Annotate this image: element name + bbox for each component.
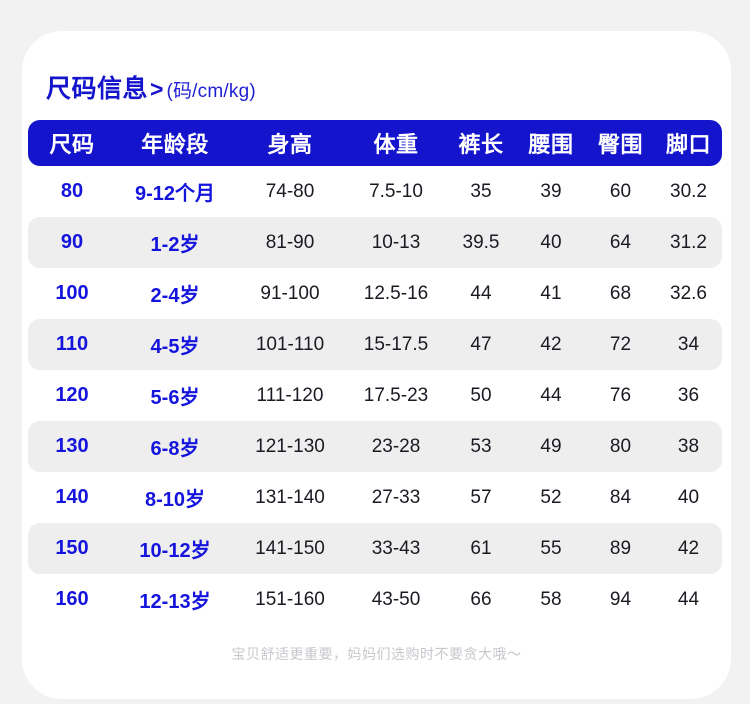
- cell-leg-opening: 32.6: [670, 282, 707, 304]
- cell-age: 8-10岁: [144, 489, 206, 511]
- cell-weight: 17.5-23: [363, 384, 429, 406]
- table-row: 100 2-4岁 91-100 12.5-16 44 41 68 32.6: [28, 268, 722, 319]
- cell-waist: 52: [540, 486, 562, 508]
- cell-age: 12-13岁: [139, 591, 211, 613]
- cell-waist: 39: [540, 180, 562, 202]
- cell-age: 1-2岁: [150, 234, 200, 256]
- cell-waist: 40: [540, 231, 562, 253]
- cell-height: 121-130: [255, 435, 325, 457]
- cell-age: 9-12个月: [134, 183, 216, 205]
- chevron-right-icon: >: [150, 76, 164, 102]
- cell-weight: 15-17.5: [363, 333, 429, 355]
- cell-waist: 42: [540, 333, 562, 355]
- cell-height: 101-110: [255, 333, 325, 355]
- size-table: 尺码 年龄段 身高 体重 裤长 腰围 臀围 脚口 80 9-12个月 74-80…: [28, 120, 722, 625]
- cell-hip: 68: [609, 282, 632, 304]
- cell-pants-length: 39.5: [462, 231, 500, 253]
- cell-pants-length: 47: [470, 333, 492, 355]
- footer-note: 宝贝舒适更重要，妈妈们选购时不要贪大哦～: [231, 646, 522, 662]
- cell-weight: 33-43: [371, 537, 421, 559]
- cell-leg-opening: 44: [677, 588, 700, 610]
- table-row: 150 10-12岁 141-150 33-43 61 55 89 42: [28, 523, 722, 574]
- cell-waist: 49: [540, 435, 562, 457]
- cell-hip: 64: [609, 231, 632, 253]
- table-row: 110 4-5岁 101-110 15-17.5 47 42 72 34: [28, 319, 722, 370]
- cell-pants-length: 66: [470, 588, 492, 610]
- cell-weight: 27-33: [371, 486, 421, 508]
- cell-height: 131-140: [255, 486, 325, 508]
- cell-leg-opening: 30.2: [670, 180, 707, 202]
- cell-size: 120: [55, 384, 89, 406]
- cell-waist: 55: [540, 537, 562, 559]
- table-row: 90 1-2岁 81-90 10-13 39.5 40 64 31.2: [28, 217, 722, 268]
- size-chart-card: 尺码信息 > (码/cm/kg) 尺码 年龄段 身高 体重 裤长 腰围 臀围 脚…: [22, 31, 731, 699]
- cell-waist: 58: [540, 588, 562, 610]
- cell-hip: 60: [609, 180, 632, 202]
- cell-weight: 23-28: [371, 435, 421, 457]
- cell-size: 110: [55, 333, 89, 355]
- cell-leg-opening: 34: [677, 333, 700, 355]
- cell-height: 141-150: [255, 537, 325, 559]
- cell-hip: 94: [609, 588, 632, 610]
- cell-waist: 44: [540, 384, 562, 406]
- column-header-height: 身高: [267, 132, 313, 157]
- cell-size: 140: [55, 486, 89, 508]
- column-header-leg-opening: 脚口: [665, 132, 711, 157]
- section-title: 尺码信息 > (码/cm/kg): [46, 69, 256, 105]
- cell-height: 111-120: [256, 384, 324, 406]
- column-header-size: 尺码: [49, 132, 95, 157]
- cell-height: 81-90: [265, 231, 315, 253]
- cell-size: 160: [55, 588, 89, 610]
- table-row: 130 6-8岁 121-130 23-28 53 49 80 38: [28, 421, 722, 472]
- cell-weight: 43-50: [371, 588, 421, 610]
- cell-age: 10-12岁: [139, 540, 211, 562]
- cell-age: 6-8岁: [150, 438, 200, 460]
- cell-age: 2-4岁: [150, 285, 200, 307]
- column-header-weight: 体重: [373, 132, 419, 157]
- cell-pants-length: 57: [470, 486, 492, 508]
- cell-age: 5-6岁: [150, 387, 200, 409]
- table-row: 80 9-12个月 74-80 7.5-10 35 39 60 30.2: [28, 166, 722, 217]
- cell-pants-length: 44: [470, 282, 492, 304]
- table-row: 160 12-13岁 151-160 43-50 66 58 94 44: [28, 574, 722, 625]
- column-header-age: 年龄段: [141, 132, 209, 157]
- cell-leg-opening: 36: [677, 384, 700, 406]
- table-row: 120 5-6岁 111-120 17.5-23 50 44 76 36: [28, 370, 722, 421]
- cell-pants-length: 35: [470, 180, 492, 202]
- cell-size: 130: [55, 435, 89, 457]
- cell-weight: 7.5-10: [369, 180, 423, 202]
- table-row: 140 8-10岁 131-140 27-33 57 52 84 40: [28, 472, 722, 523]
- table-header-row: 尺码 年龄段 身高 体重 裤长 腰围 臀围 脚口: [28, 120, 722, 166]
- title-unit-label: (码/cm/kg): [166, 81, 256, 102]
- column-header-hip: 臀围: [597, 132, 643, 157]
- cell-size: 90: [60, 231, 84, 253]
- cell-leg-opening: 42: [677, 537, 700, 559]
- cell-pants-length: 53: [470, 435, 492, 457]
- cell-pants-length: 50: [470, 384, 492, 406]
- cell-height: 91-100: [260, 282, 320, 304]
- cell-hip: 72: [609, 333, 632, 355]
- cell-leg-opening: 38: [677, 435, 700, 457]
- cell-waist: 41: [540, 282, 562, 304]
- cell-age: 4-5岁: [150, 336, 200, 358]
- cell-size: 150: [55, 537, 89, 559]
- column-header-waist: 腰围: [528, 132, 574, 157]
- cell-height: 74-80: [265, 180, 315, 202]
- page-title: 尺码信息: [46, 75, 149, 103]
- cell-leg-opening: 31.2: [670, 231, 707, 253]
- cell-leg-opening: 40: [677, 486, 700, 508]
- cell-size: 100: [55, 282, 89, 304]
- cell-pants-length: 61: [470, 537, 492, 559]
- cell-height: 151-160: [255, 588, 325, 610]
- cell-hip: 89: [609, 537, 632, 559]
- cell-hip: 84: [609, 486, 632, 508]
- cell-size: 80: [60, 180, 84, 202]
- cell-weight: 12.5-16: [363, 282, 429, 304]
- cell-weight: 10-13: [371, 231, 421, 253]
- cell-hip: 80: [609, 435, 632, 457]
- column-header-pants-length: 裤长: [458, 132, 504, 157]
- cell-hip: 76: [609, 384, 632, 406]
